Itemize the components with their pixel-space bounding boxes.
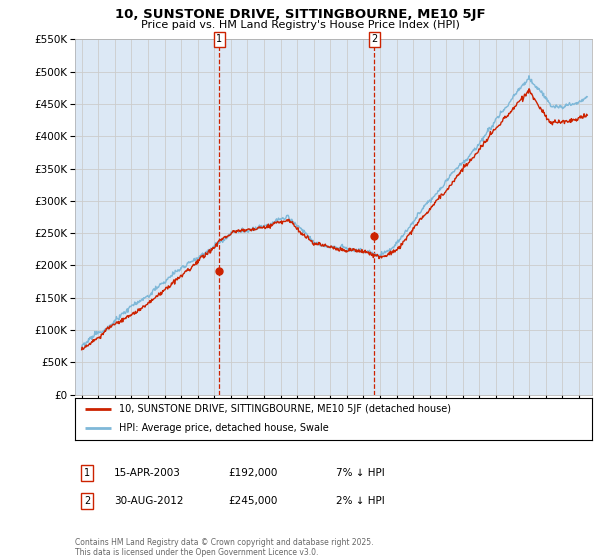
Text: £192,000: £192,000 <box>228 468 277 478</box>
Text: Contains HM Land Registry data © Crown copyright and database right 2025.
This d: Contains HM Land Registry data © Crown c… <box>75 538 373 557</box>
Text: 2% ↓ HPI: 2% ↓ HPI <box>336 496 385 506</box>
Text: 1: 1 <box>84 468 90 478</box>
Text: 15-APR-2003: 15-APR-2003 <box>114 468 181 478</box>
Text: £245,000: £245,000 <box>228 496 277 506</box>
Text: 1: 1 <box>216 34 222 44</box>
Text: 10, SUNSTONE DRIVE, SITTINGBOURNE, ME10 5JF: 10, SUNSTONE DRIVE, SITTINGBOURNE, ME10 … <box>115 8 485 21</box>
Text: 7% ↓ HPI: 7% ↓ HPI <box>336 468 385 478</box>
Text: 2: 2 <box>84 496 90 506</box>
Text: 10, SUNSTONE DRIVE, SITTINGBOURNE, ME10 5JF (detached house): 10, SUNSTONE DRIVE, SITTINGBOURNE, ME10 … <box>119 404 451 414</box>
Text: 2: 2 <box>371 34 377 44</box>
Text: 30-AUG-2012: 30-AUG-2012 <box>114 496 184 506</box>
Text: HPI: Average price, detached house, Swale: HPI: Average price, detached house, Swal… <box>119 423 329 433</box>
Text: Price paid vs. HM Land Registry's House Price Index (HPI): Price paid vs. HM Land Registry's House … <box>140 20 460 30</box>
